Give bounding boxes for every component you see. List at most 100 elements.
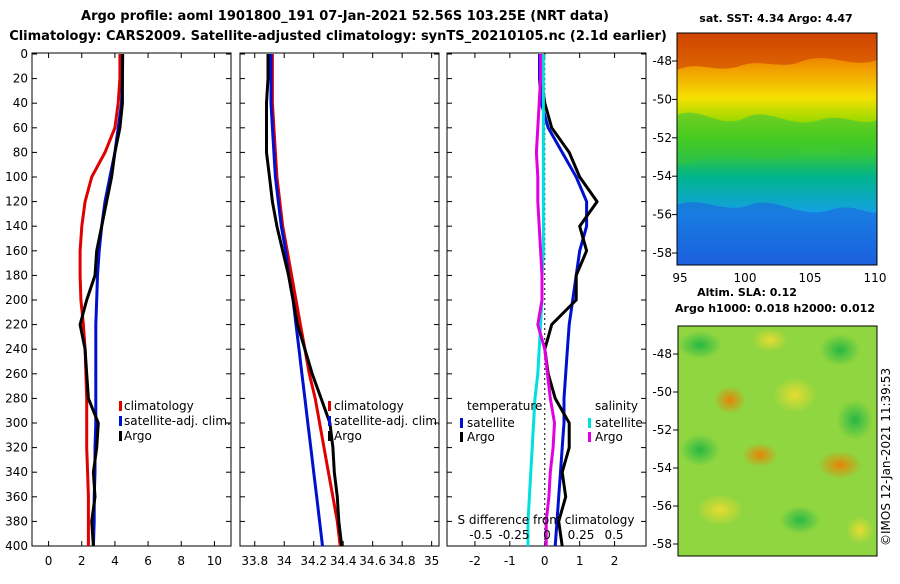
depth-tick-label: 200 <box>5 293 28 307</box>
series-layer <box>78 53 599 547</box>
legend-swatch-argo <box>328 431 331 441</box>
depth-tick-label: 340 <box>5 465 28 479</box>
x-tick-label: 2 <box>611 554 619 568</box>
x-tick-labels: 0 2 4 6 8 10 33.8 34 34.2 34.4 34.6 34.8 35 -2 -1 0 1 2 <box>45 53 619 568</box>
depth-tick-label: 60 <box>13 121 28 135</box>
lat-tick-label: -48 <box>652 54 672 68</box>
legend-swatch-t-satellite <box>460 418 463 428</box>
x-tick-label: 34.6 <box>359 554 386 568</box>
sla-blob <box>780 506 820 534</box>
legend-swatch-climatology <box>328 401 331 411</box>
x-tick-label: 35 <box>424 554 439 568</box>
sst-warm-band <box>677 33 877 70</box>
grid-layer <box>32 53 646 547</box>
sst-lat-axis: -48 -50 -52 -54 -56 -58 <box>652 54 677 260</box>
x-tick-label: 34 <box>277 554 292 568</box>
lon-tick-label: 100 <box>734 271 757 285</box>
sla-map-frame <box>677 325 878 557</box>
legend-swatch-s-satellite <box>588 418 591 428</box>
sst-label: sat. SST: 4.34 Argo: 4.47 <box>699 12 852 25</box>
depth-tick-label: 100 <box>5 170 28 184</box>
lon-tick-label: 105 <box>799 271 822 285</box>
legend-argo: Argo <box>124 429 152 443</box>
salinity-legend: climatology satellite-adj. clim. Argo <box>328 399 441 443</box>
x-tick-label: 6 <box>144 554 152 568</box>
lat-tick-label: -56 <box>652 499 672 513</box>
legend-argo: Argo <box>334 429 362 443</box>
lat-tick-label: -48 <box>652 347 672 361</box>
legend-swatch-s-argo <box>588 432 591 442</box>
lat-tick-label: -54 <box>652 461 672 475</box>
sst-map <box>676 32 878 266</box>
series-t-satellite <box>538 54 589 547</box>
lat-tick-label: -50 <box>652 92 672 106</box>
s-difference-title: S difference from climatology <box>458 513 635 527</box>
sla-blob <box>818 451 862 479</box>
series-argo <box>78 53 125 547</box>
lat-tick-label: -58 <box>652 537 672 551</box>
lon-tick-label: 110 <box>864 271 887 285</box>
x-tick-label: 34.4 <box>330 554 357 568</box>
legend-satellite-adj: satellite-adj. clim. <box>124 414 231 428</box>
depth-tick-label: 360 <box>5 490 28 504</box>
depth-tick-label: 120 <box>5 195 28 209</box>
x-tick-label: 4 <box>111 554 119 568</box>
temperature-panel <box>31 52 232 547</box>
depth-tick-label: 180 <box>5 268 28 282</box>
sst-map-frame <box>676 32 878 266</box>
depth-tick-label: 240 <box>5 342 28 356</box>
legend-satellite-adj: satellite-adj. clim. <box>334 414 441 428</box>
depth-tick-label: 280 <box>5 391 28 405</box>
lat-tick-label: -58 <box>652 246 672 260</box>
title-line-1: Argo profile: aoml 1901800_191 07-Jan-20… <box>81 9 609 24</box>
x-tick-label: 1 <box>576 554 584 568</box>
depth-tick-label: 380 <box>5 514 28 528</box>
series-s-argo <box>534 54 556 546</box>
x-tick-label: 0 <box>541 554 549 568</box>
x-tick-label: 2 <box>78 554 86 568</box>
s-tick: 0.25 <box>568 528 595 542</box>
depth-tick-label: 300 <box>5 416 28 430</box>
x-tick-label: 10 <box>207 554 222 568</box>
lat-tick-label: -54 <box>652 169 672 183</box>
series-argo <box>265 54 344 547</box>
series-climatology <box>78 54 122 546</box>
sla-blob <box>846 516 874 544</box>
sst-cold-band <box>677 202 877 265</box>
difference-panel <box>446 52 647 547</box>
legend-swatch-t-argo <box>460 432 463 442</box>
depth-axis: 0 20 40 60 80 100 120 140 160 180 200 220 240 260 280 3… <box>5 47 28 553</box>
depth-tick-label: 400 <box>5 539 28 553</box>
depth-tick-label: 220 <box>5 318 28 332</box>
sla-blob <box>820 334 860 366</box>
sst-lon-axis: 95 100 105 110 <box>672 271 886 285</box>
legend-swatch-argo <box>119 431 122 441</box>
depth-tick-label: 20 <box>13 72 28 86</box>
x-tick-label: 8 <box>177 554 185 568</box>
salinity-panel <box>239 52 440 547</box>
sla-map <box>677 325 878 557</box>
x-tick-label: 34.2 <box>300 554 327 568</box>
legend-swatch-climatology <box>119 401 122 411</box>
s-tick: -0.5 <box>469 528 492 542</box>
sla-blob <box>680 434 720 466</box>
legend-swatch-satellite <box>119 416 122 426</box>
legend-climatology: climatology <box>124 399 194 413</box>
x-tick-label: 33.8 <box>241 554 268 568</box>
x-tick-label: 34.8 <box>389 554 416 568</box>
sla-blob <box>773 377 817 413</box>
sla-lat-axis: -48 -50 -52 -54 -56 -58 <box>652 347 678 551</box>
sst-mid-band <box>677 112 877 165</box>
sla-blob <box>678 331 722 359</box>
legend-temperature-title: temperature <box>467 399 542 413</box>
depth-tick-label: 80 <box>13 145 28 159</box>
sla-label-1: Altim. SLA: 0.12 <box>697 286 797 299</box>
legend-s-satellite: satellite <box>595 416 643 430</box>
title-line-2: Climatology: CARS2009. Satellite-adjuste… <box>9 29 667 44</box>
difference-legend: temperature satellite Argo salinity sate… <box>458 399 643 542</box>
legend-climatology: climatology <box>334 399 404 413</box>
legend-t-argo: Argo <box>467 430 495 444</box>
depth-tick-label: 40 <box>13 96 28 110</box>
temperature-legend: climatology satellite-adj. clim. Argo <box>119 399 231 443</box>
depth-tick-label: 140 <box>5 219 28 233</box>
